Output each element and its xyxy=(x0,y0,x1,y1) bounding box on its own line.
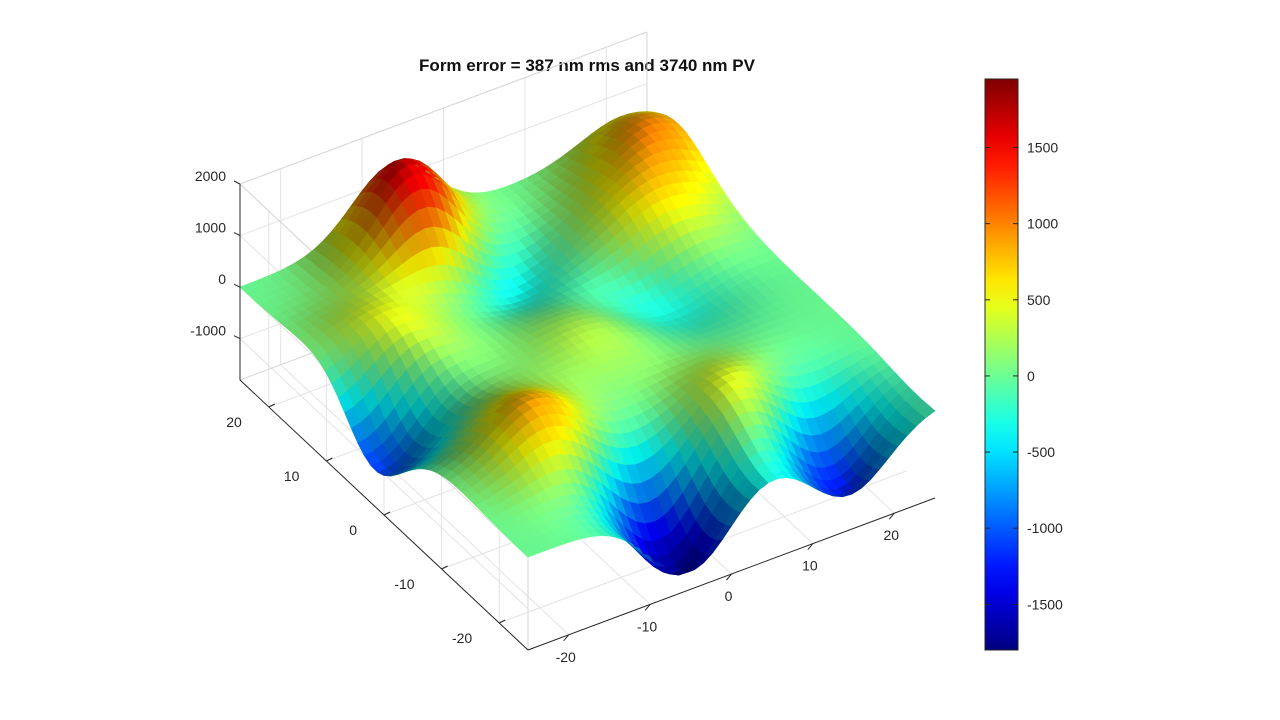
y-tick-label: -20 xyxy=(452,630,472,646)
z-tick-mark xyxy=(233,283,241,288)
z-tick-label: 2000 xyxy=(195,168,226,184)
colorbar: -1500 -1000 -500 0 500 1000 1500 xyxy=(984,78,1063,651)
y-tick-label: 10 xyxy=(284,468,300,484)
x-tick-label: 10 xyxy=(802,558,818,574)
y-tick-label: -10 xyxy=(394,576,414,592)
z-tick-label: 0 xyxy=(218,271,226,287)
z-tick-mark xyxy=(233,180,241,185)
y-tick-label: 20 xyxy=(226,414,242,430)
colorbar-tick-label: -1000 xyxy=(1027,520,1063,536)
x-tick-mark xyxy=(807,543,814,550)
y-tick-mark xyxy=(383,511,391,516)
x-tick-mark xyxy=(726,573,732,581)
z-tick-label: -1000 xyxy=(190,323,226,339)
z-tick-mark xyxy=(233,335,241,340)
y-tick-mark xyxy=(498,619,506,624)
colorbar-tick-label: -500 xyxy=(1027,444,1055,460)
y-tick-mark xyxy=(326,457,333,462)
colorbar-tick-label: 1500 xyxy=(1027,140,1058,156)
y-tick-mark xyxy=(268,403,276,408)
grid-edge xyxy=(239,31,648,185)
x-tick-label: -10 xyxy=(637,618,657,634)
chart-title: Form error = 387 nm rms and 3740 nm PV xyxy=(419,56,756,75)
surface-cell xyxy=(918,404,936,419)
colorbar-tick-label: 0 xyxy=(1027,368,1035,384)
x-tick-label: -20 xyxy=(556,649,576,665)
colorbar-gradient xyxy=(984,78,1019,651)
surface-mesh xyxy=(239,111,936,576)
y-tick-label: 0 xyxy=(349,522,357,538)
x-tick-label: 0 xyxy=(725,588,733,604)
grid-line xyxy=(239,83,648,237)
x-tick-mark xyxy=(644,604,651,611)
x-tick-mark xyxy=(563,634,570,642)
colorbar-tick-label: -1500 xyxy=(1027,596,1063,612)
x-tick-label: 20 xyxy=(884,527,900,543)
z-tick-label: 1000 xyxy=(195,220,226,236)
x-tick-mark xyxy=(888,512,895,520)
colorbar-tick-label: 500 xyxy=(1027,292,1051,308)
y-tick-mark xyxy=(441,565,448,570)
colorbar-tick-label: 1000 xyxy=(1027,216,1058,232)
axes: -20 -10 0 10 20 -20 -10 0 10 20 -1000 0 1000 2000 xyxy=(190,168,936,665)
z-tick-mark xyxy=(233,232,241,237)
